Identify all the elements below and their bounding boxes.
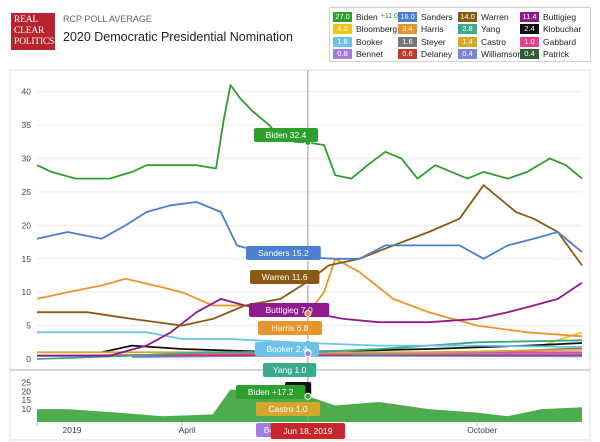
y-tick-label: 30	[22, 154, 32, 164]
y-tick-label: 10	[22, 287, 32, 297]
hover-label-harris: Harris 6.8	[272, 323, 309, 333]
legend-name: Bloomberg	[356, 24, 398, 34]
hover-label-bg	[263, 363, 317, 377]
spread-tick-label: 15	[22, 395, 32, 405]
legend-item-bennet[interactable]: 0.8 Bennet	[333, 49, 383, 60]
legend-value-badge: 2.8	[458, 24, 477, 34]
hover-date-badge	[270, 423, 346, 439]
poll-average-label: RCP POLL AVERAGE	[63, 14, 152, 24]
legend-name: Patrick	[543, 49, 569, 59]
hover-label-sanders: Sanders 15.2	[258, 248, 309, 258]
series-line-bloomberg	[541, 331, 583, 347]
hover-label-bg	[255, 342, 319, 356]
hover-point-spread	[304, 392, 312, 400]
legend-item-sanders[interactable]: 16.0 Sanders	[398, 11, 453, 22]
hover-point-harris	[304, 310, 312, 318]
legend-item-castro[interactable]: 1.4 Castro	[458, 36, 506, 47]
logo-line: CLEAR	[14, 26, 45, 36]
y-tick-label: 40	[22, 87, 32, 97]
y-tick-label: 15	[22, 254, 32, 264]
legend-value-badge: 0.4	[458, 49, 477, 59]
spread-tick-label: 25	[22, 377, 32, 387]
hover-label-biden-spread: Biden +17.2	[248, 387, 294, 397]
rcp-logo[interactable]: REAL CLEAR POLITICS	[11, 13, 55, 50]
legend-item-bloomberg[interactable]: 4.0 Bloomberg	[333, 24, 397, 35]
legend-name: Delaney	[421, 49, 453, 59]
hover-point-bennet	[304, 350, 312, 358]
y-tick-label: 5	[26, 321, 31, 331]
legend-item-booker[interactable]: 1.8 Booker	[333, 36, 383, 47]
legend-value-badge: 1.0	[520, 36, 539, 47]
hover-label-bg	[256, 402, 320, 416]
legend-name: Castro	[481, 36, 507, 47]
legend-name: Harris	[421, 24, 444, 34]
legend-item-williamson[interactable]: 0.4 Williamson	[458, 49, 522, 60]
y-tick-label: 35	[22, 120, 32, 130]
x-tick-label: October	[467, 425, 497, 435]
legend-name: Sanders	[421, 11, 453, 22]
hover-label-buttigieg: Buttigieg 7.0	[265, 305, 313, 315]
legend-name: Klobuchar	[543, 24, 582, 34]
legend-value-badge: 1.8	[333, 36, 352, 47]
hover-label-yang: Yang 1.0	[273, 365, 307, 375]
legend-value-badge: 0.4	[520, 49, 539, 59]
legend-name: Buttigieg	[543, 11, 577, 22]
hover-label-biden: Biden 32.4	[266, 130, 307, 140]
hover-label-bg	[250, 270, 320, 284]
legend-item-biden[interactable]: 27.0 Biden +11.0	[333, 11, 398, 22]
legend-item-klobuchar[interactable]: 2.4 Klobuchar	[520, 24, 581, 35]
y-tick-label: 20	[22, 220, 32, 230]
series-line-booker	[37, 331, 583, 348]
legend-item-steyer[interactable]: 1.6 Steyer	[398, 36, 446, 47]
logo-line: REAL	[14, 15, 39, 25]
candidate-legend: 27.0 Biden +11.0 16.0 Sanders 14.0 Warren 11.4 B…	[329, 7, 591, 62]
legend-name: Warren	[481, 11, 509, 22]
y-tick-label: 0	[26, 354, 31, 364]
legend-item-delaney[interactable]: 0.6 Delaney	[398, 49, 452, 60]
hover-label-bg	[236, 385, 306, 399]
legend-name: Steyer	[421, 36, 446, 47]
legend-item-buttigieg[interactable]: 11.4 Buttigieg	[520, 11, 576, 22]
legend-value-badge: 2.4	[520, 24, 539, 34]
legend-item-yang[interactable]: 2.8 Yang	[458, 24, 500, 35]
legend-name: Booker	[356, 36, 383, 47]
x-tick-label: April	[179, 425, 196, 435]
legend-value-badge: 16.0	[398, 11, 417, 22]
legend-name: Gabbard	[543, 36, 577, 47]
legend-item-gabbard[interactable]: 1.0 Gabbard	[520, 36, 576, 47]
legend-value-badge: 0.8	[333, 49, 352, 59]
y-tick-label: 25	[22, 187, 32, 197]
hover-label-booker: Booker 2.4	[266, 344, 307, 354]
hover-label-bg	[258, 321, 322, 335]
legend-name: Yang	[481, 24, 501, 34]
legend-name: Williamson	[481, 49, 523, 59]
legend-value-badge: 0.6	[398, 49, 417, 59]
legend-value-badge: 14.0	[458, 11, 477, 22]
hover-label-bg	[246, 246, 321, 260]
spread-tick-label: 20	[22, 386, 32, 396]
legend-spread: +11.0	[380, 13, 398, 20]
legend-value-badge: 4.0	[333, 24, 352, 34]
legend-value-badge: 1.4	[458, 36, 477, 47]
spread-tick-label: 10	[22, 404, 32, 414]
legend-name: Bennet	[356, 49, 383, 59]
legend-value-badge: 1.6	[398, 36, 417, 47]
hover-date-label: Jun 18, 2019	[283, 426, 332, 436]
legend-item-patrick[interactable]: 0.4 Patrick	[520, 49, 569, 60]
legend-item-warren[interactable]: 14.0 Warren	[458, 11, 509, 22]
hover-label-castro: Castro 1.0	[268, 404, 307, 414]
legend-value-badge: 3.4	[398, 24, 417, 34]
legend-item-harris[interactable]: 3.4 Harris	[398, 24, 444, 35]
hover-label-warren: Warren 11.6	[262, 272, 308, 282]
hover-label-bg	[254, 128, 318, 142]
legend-value-badge: 11.4	[520, 11, 539, 22]
legend-value-badge: 27.0	[333, 11, 352, 22]
legend-name: Biden	[356, 11, 378, 22]
x-tick-label: 2019	[63, 425, 82, 435]
page-title: 2020 Democratic Presidential Nomination	[63, 30, 293, 44]
logo-line: POLITICS	[14, 37, 55, 47]
